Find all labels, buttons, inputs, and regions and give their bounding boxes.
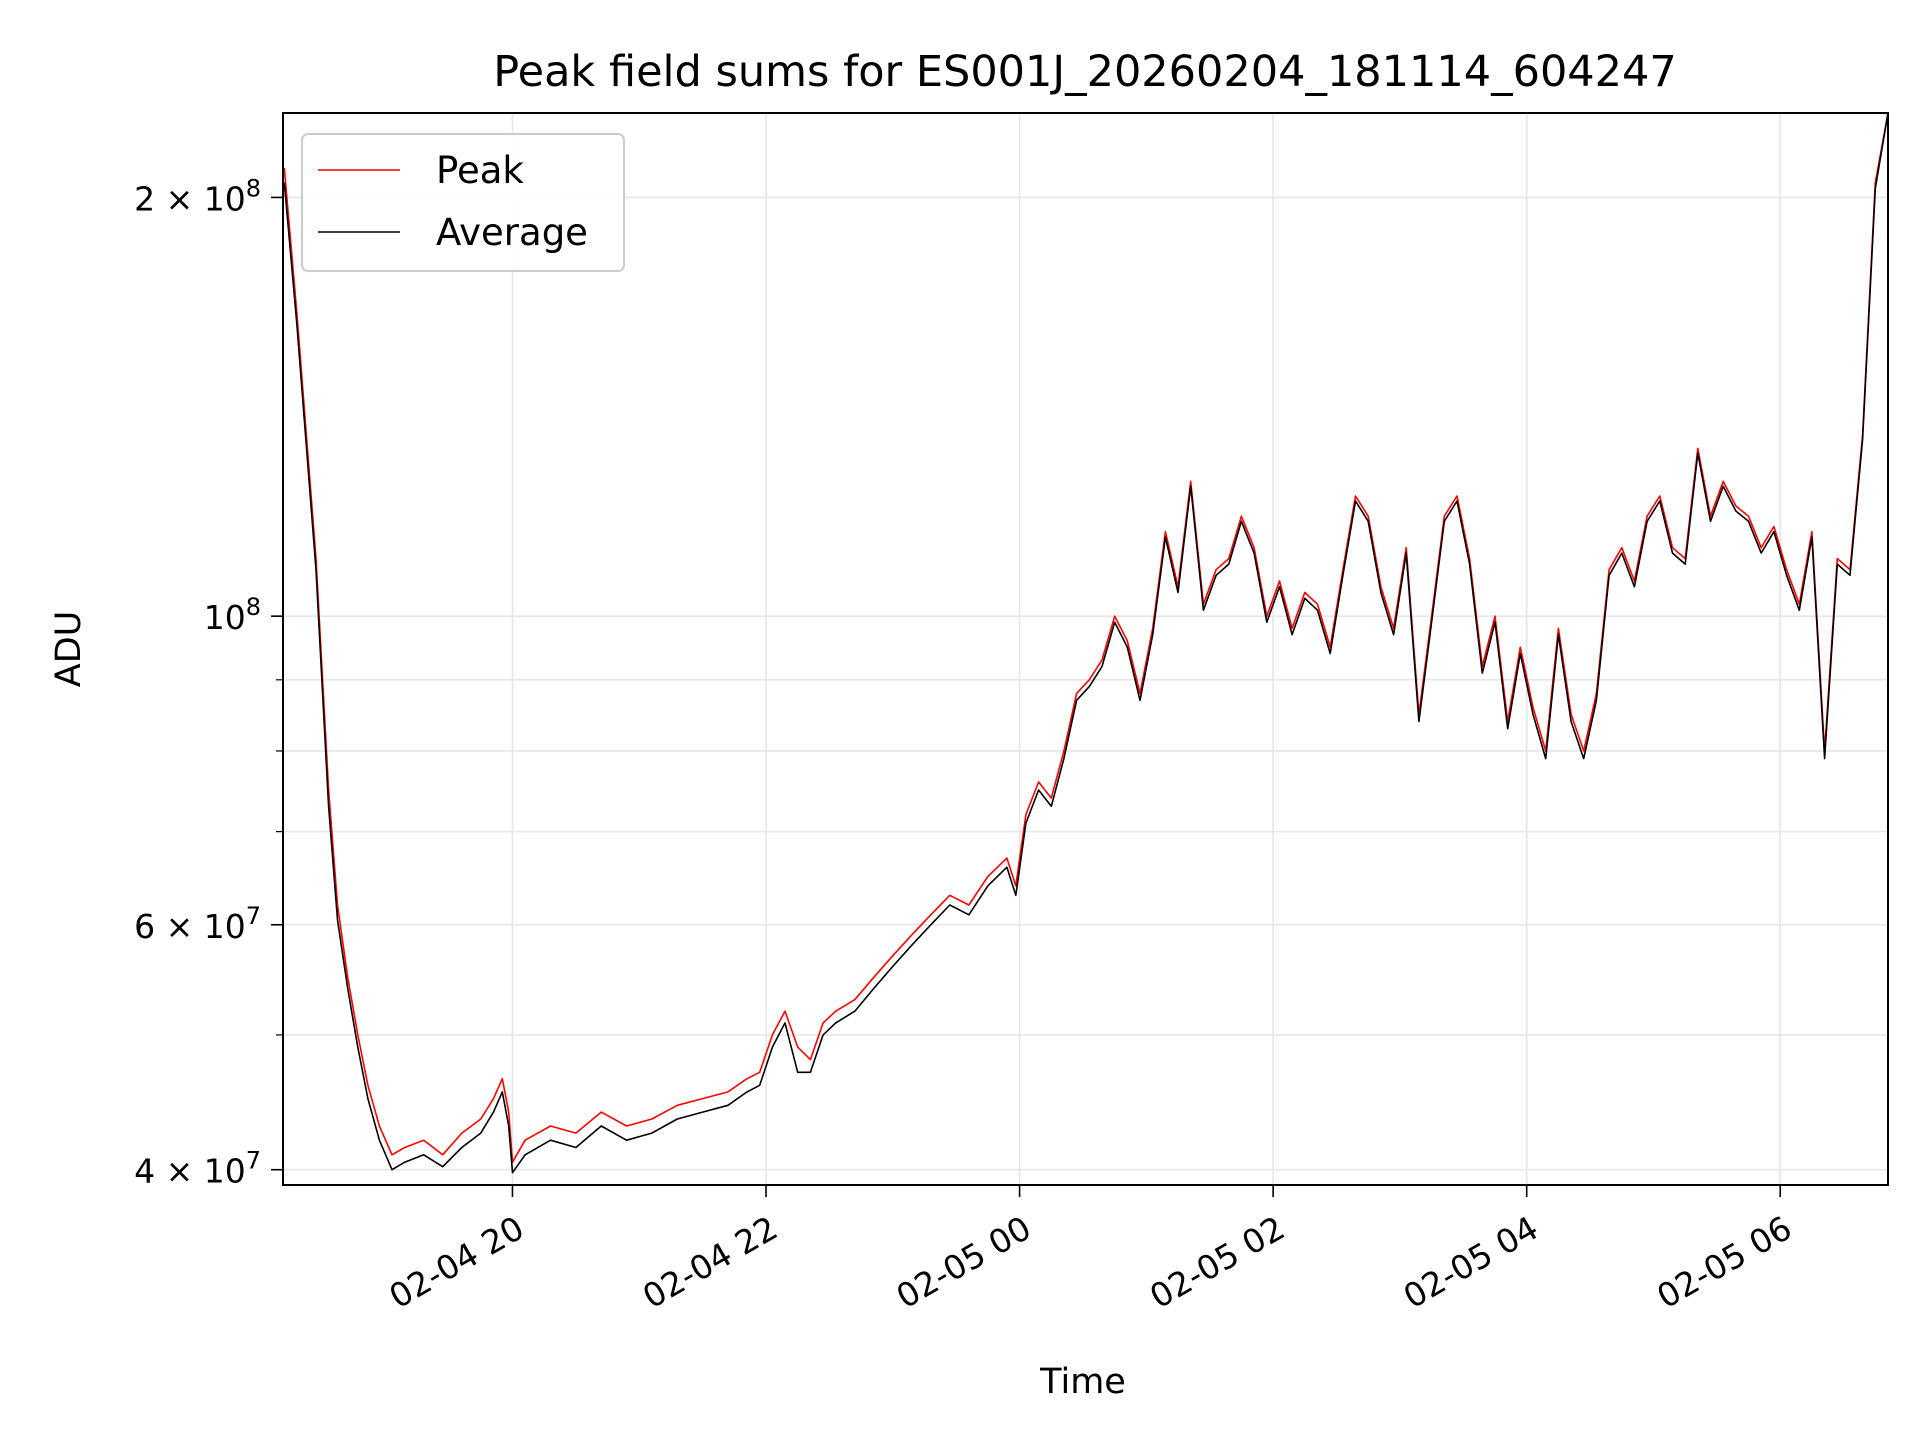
y-axis-label: ADU [49, 611, 89, 688]
legend: Peak Average [301, 133, 625, 272]
grid [283, 113, 1888, 1185]
y-tick-label: 2 × 108 [134, 174, 261, 218]
y-tick-label: 6 × 107 [134, 902, 261, 946]
x-axis-label: Time [1039, 1362, 1126, 1402]
plot-frame [282, 112, 1889, 1186]
series-lines [283, 113, 1888, 1174]
chart-title: Peak field sums for ES001J_20260204_1811… [493, 47, 1677, 97]
series-line-average [283, 113, 1888, 1174]
series-line-peak [283, 113, 1888, 1163]
legend-average-label: Average [436, 211, 588, 254]
y-tick-label: 108 [204, 593, 261, 637]
y-tick-label: 4 × 107 [134, 1147, 261, 1191]
y-axis-ticks: 4 × 107 6 × 107 108 2 × 108 [134, 174, 283, 1191]
legend-box [301, 133, 625, 272]
legend-peak-label: Peak [436, 149, 524, 192]
